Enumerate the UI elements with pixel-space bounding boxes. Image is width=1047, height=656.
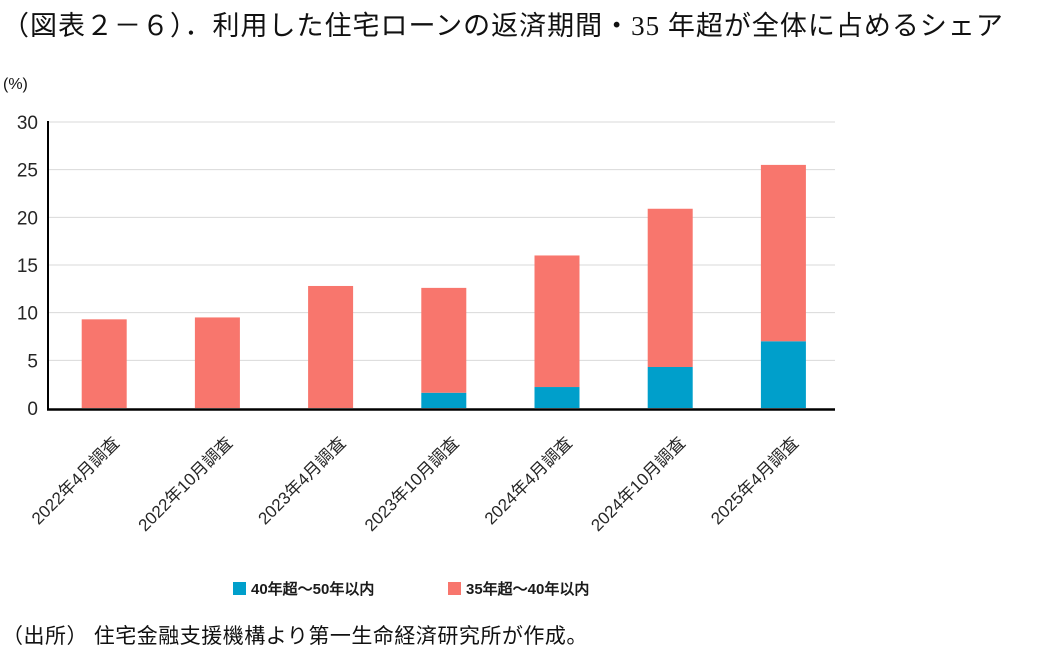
y-axis-tick-label: 30 xyxy=(17,113,38,134)
source-note: （出所） 住宅金融支援機構より第一生命経済研究所が作成。 xyxy=(2,624,588,648)
y-axis-tick-label: 20 xyxy=(17,208,38,229)
legend-label: 40年超～50年以内 xyxy=(251,580,374,598)
legend-label: 35年超～40年以内 xyxy=(466,580,589,598)
bar-segment-series-1 xyxy=(534,255,580,388)
bar-segment-series-1 xyxy=(760,164,806,342)
bar-segment-series-1 xyxy=(308,285,354,408)
figure-title: （図表２－６）．利用した住宅ローンの返済期間・35 年超が全体に占めるシェア xyxy=(2,11,1004,41)
bar-segment-series-1 xyxy=(194,317,240,408)
x-axis-category-label: 2025年4月調査 xyxy=(707,433,802,528)
bar-segment-series-0 xyxy=(760,341,806,408)
bar-segment-series-1 xyxy=(647,208,693,368)
x-axis-category-label: 2022年4月調査 xyxy=(28,433,123,528)
y-axis-unit-label: (%) xyxy=(3,76,28,93)
legend-swatch xyxy=(233,582,246,595)
y-axis-tick-label: 25 xyxy=(17,161,38,182)
bar-segment-series-0 xyxy=(534,387,580,408)
x-axis-category-label: 2022年10月調査 xyxy=(135,433,237,535)
legend-swatch xyxy=(448,582,461,595)
bar-segment-series-0 xyxy=(421,392,467,408)
bar-segment-series-1 xyxy=(421,287,467,393)
x-axis-category-label: 2024年4月調査 xyxy=(481,433,576,528)
x-axis-category-label: 2023年4月調査 xyxy=(254,433,349,528)
bar-segment-series-0 xyxy=(647,367,693,408)
x-axis-category-label: 2023年10月調査 xyxy=(361,433,463,535)
y-axis-tick-label: 5 xyxy=(27,351,38,372)
y-axis-tick-label: 10 xyxy=(17,304,38,325)
x-axis-category-label: 2024年10月調査 xyxy=(587,433,689,535)
y-axis-tick-label: 0 xyxy=(27,399,38,420)
y-axis-tick-label: 15 xyxy=(17,256,38,277)
bar-segment-series-1 xyxy=(81,319,127,408)
